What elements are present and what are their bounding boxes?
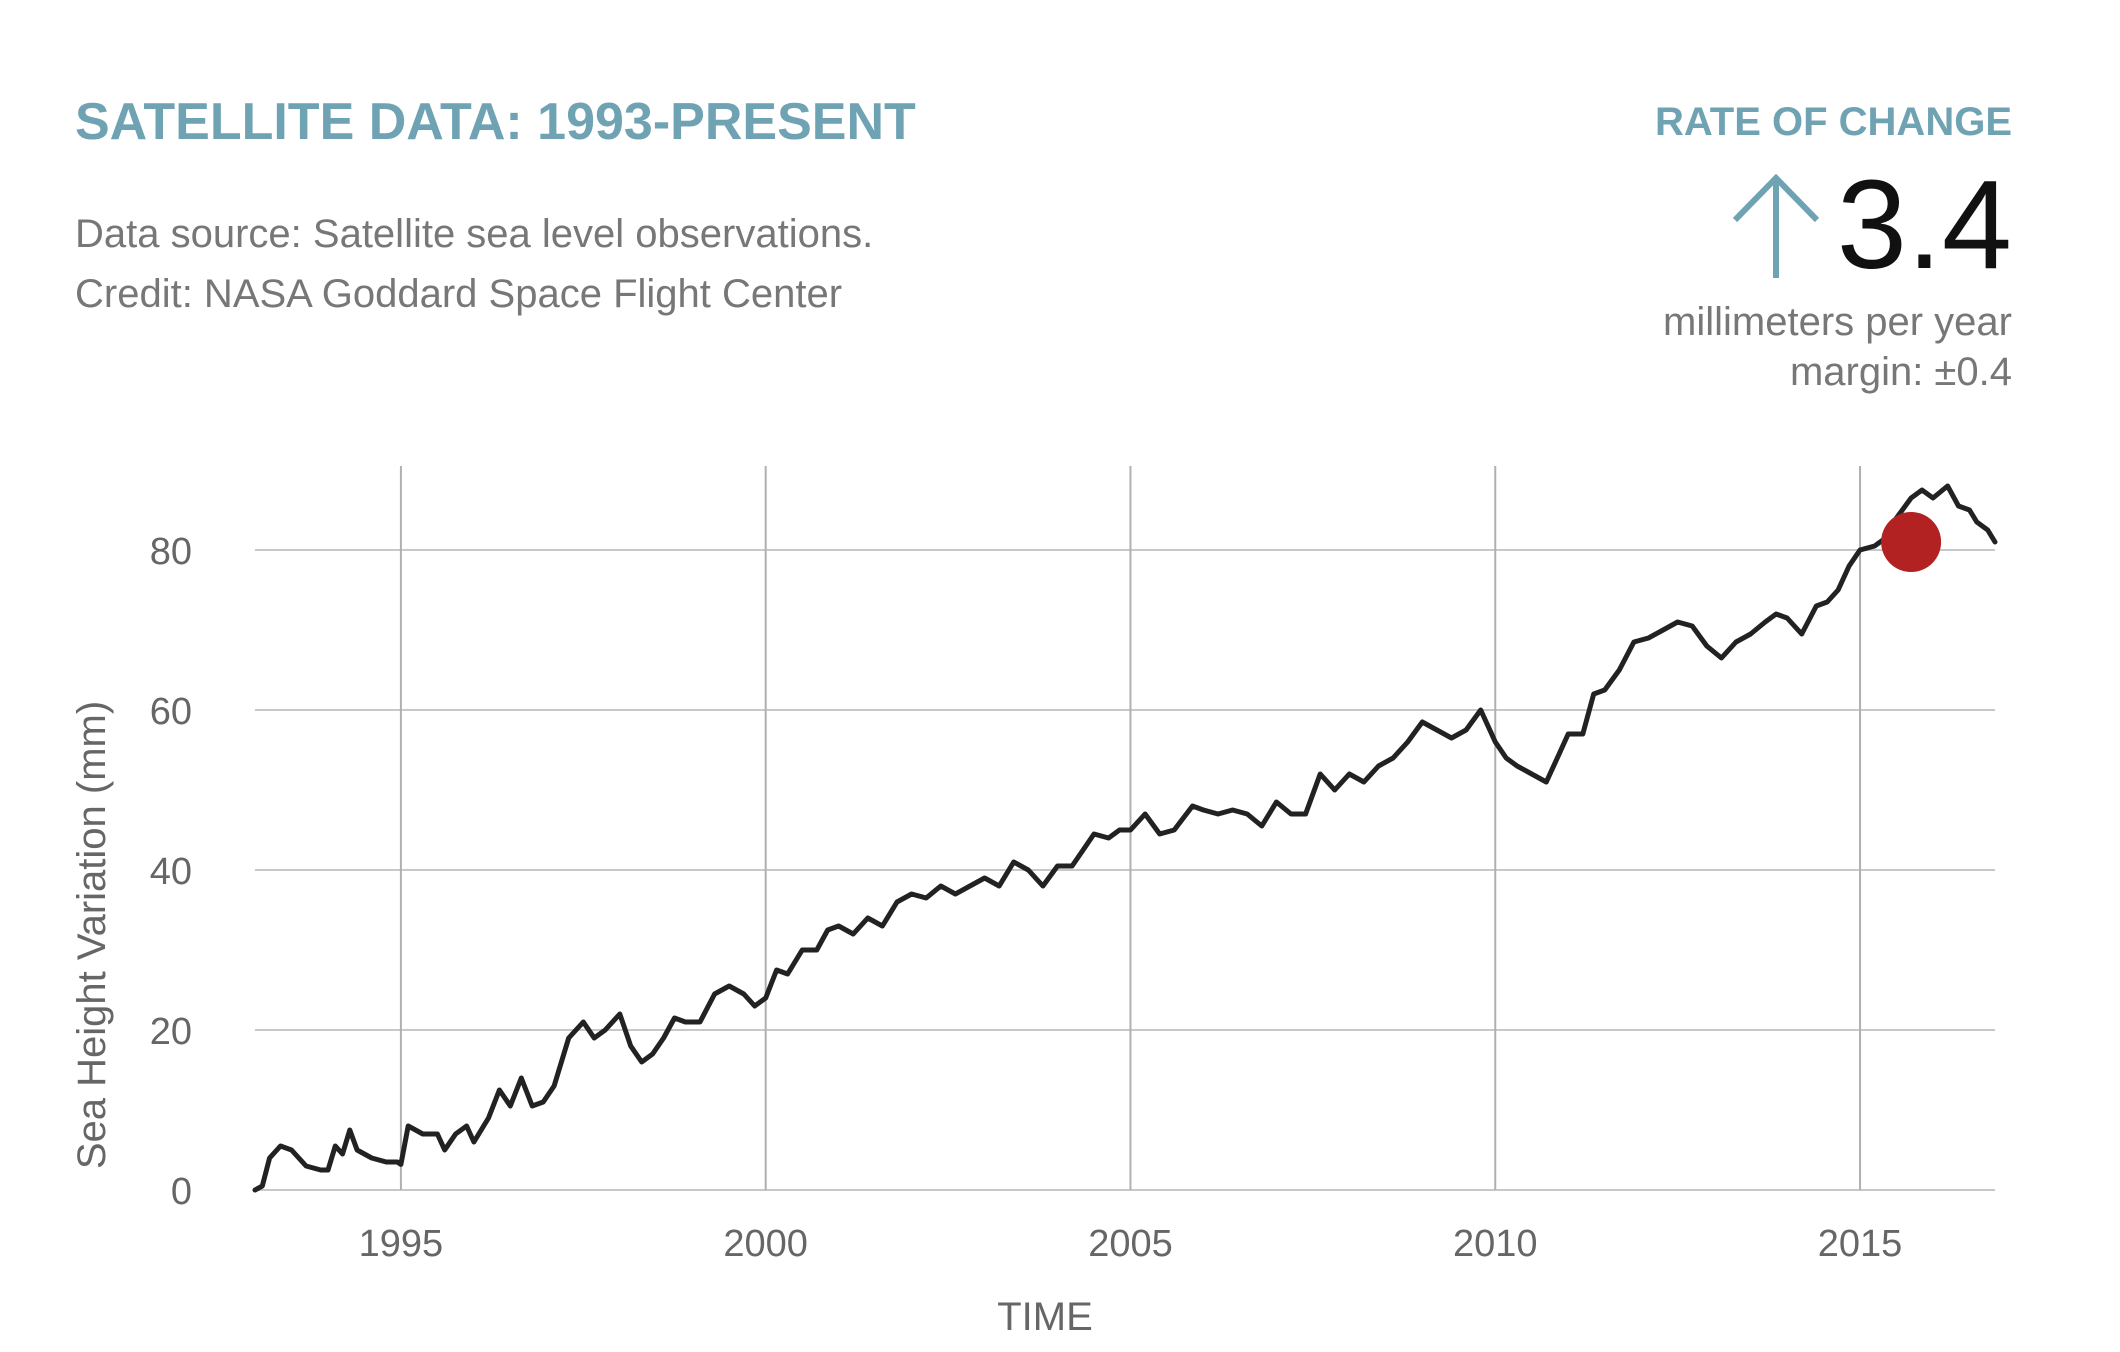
series-layer xyxy=(252,483,1998,1193)
x-tick-label: 2000 xyxy=(723,1223,808,1265)
x-axis-title: TIME xyxy=(997,1295,1093,1339)
rate-margin: margin: ±0.4 xyxy=(1789,350,2012,394)
rate-of-change-panel: RATE OF CHANGE 3.4 millimeters per year … xyxy=(1655,100,2012,397)
y-tick-label: 60 xyxy=(150,691,192,733)
chart-title: SATELLITE DATA: 1993-PRESENT xyxy=(75,93,916,151)
rate-title: RATE OF CHANGE xyxy=(1654,100,2012,144)
rate-unit: millimeters per year xyxy=(1663,300,2012,344)
latest-value-marker xyxy=(1881,512,1942,572)
data-source-note: Data source: Satellite sea level observa… xyxy=(75,204,873,324)
x-tick-label: 2005 xyxy=(1088,1223,1173,1265)
data-source-line: Data source: Satellite sea level observa… xyxy=(75,212,874,256)
rate-value: 3.4 xyxy=(1836,154,2012,295)
up-arrow-icon xyxy=(1732,173,1819,278)
y-tick-label: 0 xyxy=(171,1171,192,1213)
x-tick-label: 2015 xyxy=(1818,1223,1903,1265)
y-tick-label: 20 xyxy=(150,1011,192,1053)
x-tick-label: 1995 xyxy=(359,1223,444,1265)
sea-level-line xyxy=(252,483,1998,1193)
x-tick-label: 2010 xyxy=(1453,1223,1538,1265)
axis-labels: 0 20 40 60 80 1995 2000 2005 2010 2015 TIME Sea Hei… xyxy=(70,531,1902,1339)
rate-row: 3.4 xyxy=(1655,161,2012,289)
credit-line: Credit: NASA Goddard Space Flight Center xyxy=(75,272,843,316)
y-axis-title: Sea Height Variation (mm) xyxy=(70,701,114,1169)
y-tick-label: 40 xyxy=(150,851,192,893)
y-tick-label: 80 xyxy=(150,531,192,573)
